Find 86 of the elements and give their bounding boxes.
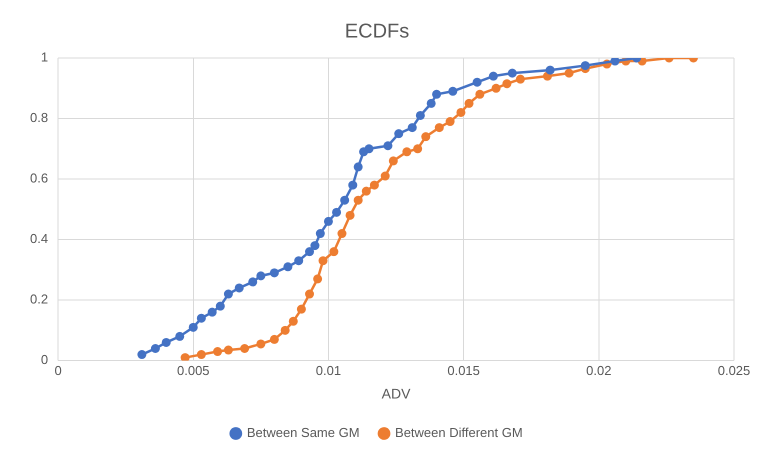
point [305,247,314,256]
chart-title: ECDFs [344,20,410,43]
point [421,132,430,142]
point [240,344,250,353]
x-tick-label: 0.025 [718,362,750,378]
point [224,346,233,355]
point [413,144,422,154]
point [388,156,398,166]
point [296,304,306,314]
point [502,79,512,88]
point [283,262,292,272]
point [256,271,266,280]
legend-label: Between Different GM [395,425,523,440]
point [546,66,555,75]
point [488,72,498,81]
point [416,110,425,120]
point [402,147,412,156]
point [464,98,474,108]
point [196,314,206,323]
point [426,98,436,108]
point [324,216,333,226]
point [364,144,374,154]
point [456,108,466,117]
x-tick-label: 0.015 [447,362,480,378]
point [332,208,342,217]
point [492,84,501,93]
point [137,350,146,360]
point [196,350,206,360]
point [256,339,266,348]
y-tick-label: 0.8 [30,110,48,126]
point [270,268,279,278]
point [475,90,484,99]
point [213,347,222,356]
point [564,68,574,78]
y-tick-label: 1 [40,50,48,65]
point [383,141,392,150]
point [180,353,190,361]
point [472,78,482,87]
point [580,61,590,70]
point [346,210,355,220]
point [216,302,225,311]
point [162,338,171,347]
point [310,241,320,250]
point [610,58,620,66]
point [316,229,325,238]
point [448,86,458,96]
point [318,256,328,266]
point [224,290,233,299]
y-tick-label: 0.4 [30,231,48,246]
legend-label: Between Same GM [246,425,360,440]
point [408,123,417,132]
x-axis-title: ADV [382,385,412,402]
point [234,283,244,292]
point [294,256,304,266]
y-tick-label: 0.6 [30,170,48,186]
point [434,123,444,132]
point [175,332,184,341]
x-tick-label: 0 [54,362,62,378]
point [208,308,217,317]
point [508,68,517,78]
x-tick-label: 0.01 [316,362,342,378]
y-tick-label: 0.2 [30,292,48,307]
point [516,74,525,84]
point [446,117,455,126]
point [354,162,363,172]
point [329,247,338,256]
point [305,290,314,299]
point [394,129,404,138]
point [380,172,390,181]
point [432,90,442,99]
point [150,344,160,353]
point [337,229,346,238]
point [370,180,379,190]
point [270,334,279,344]
x-tick-label: 0.02 [586,362,612,378]
x-tick-label: 0.005 [176,362,210,378]
point [340,196,350,205]
y-tick-label: 0 [40,352,48,368]
point [188,322,198,332]
point [288,316,298,326]
point [354,196,363,205]
point [280,326,290,335]
point [313,274,322,284]
point [348,180,358,190]
point [362,186,371,196]
point [248,277,258,286]
